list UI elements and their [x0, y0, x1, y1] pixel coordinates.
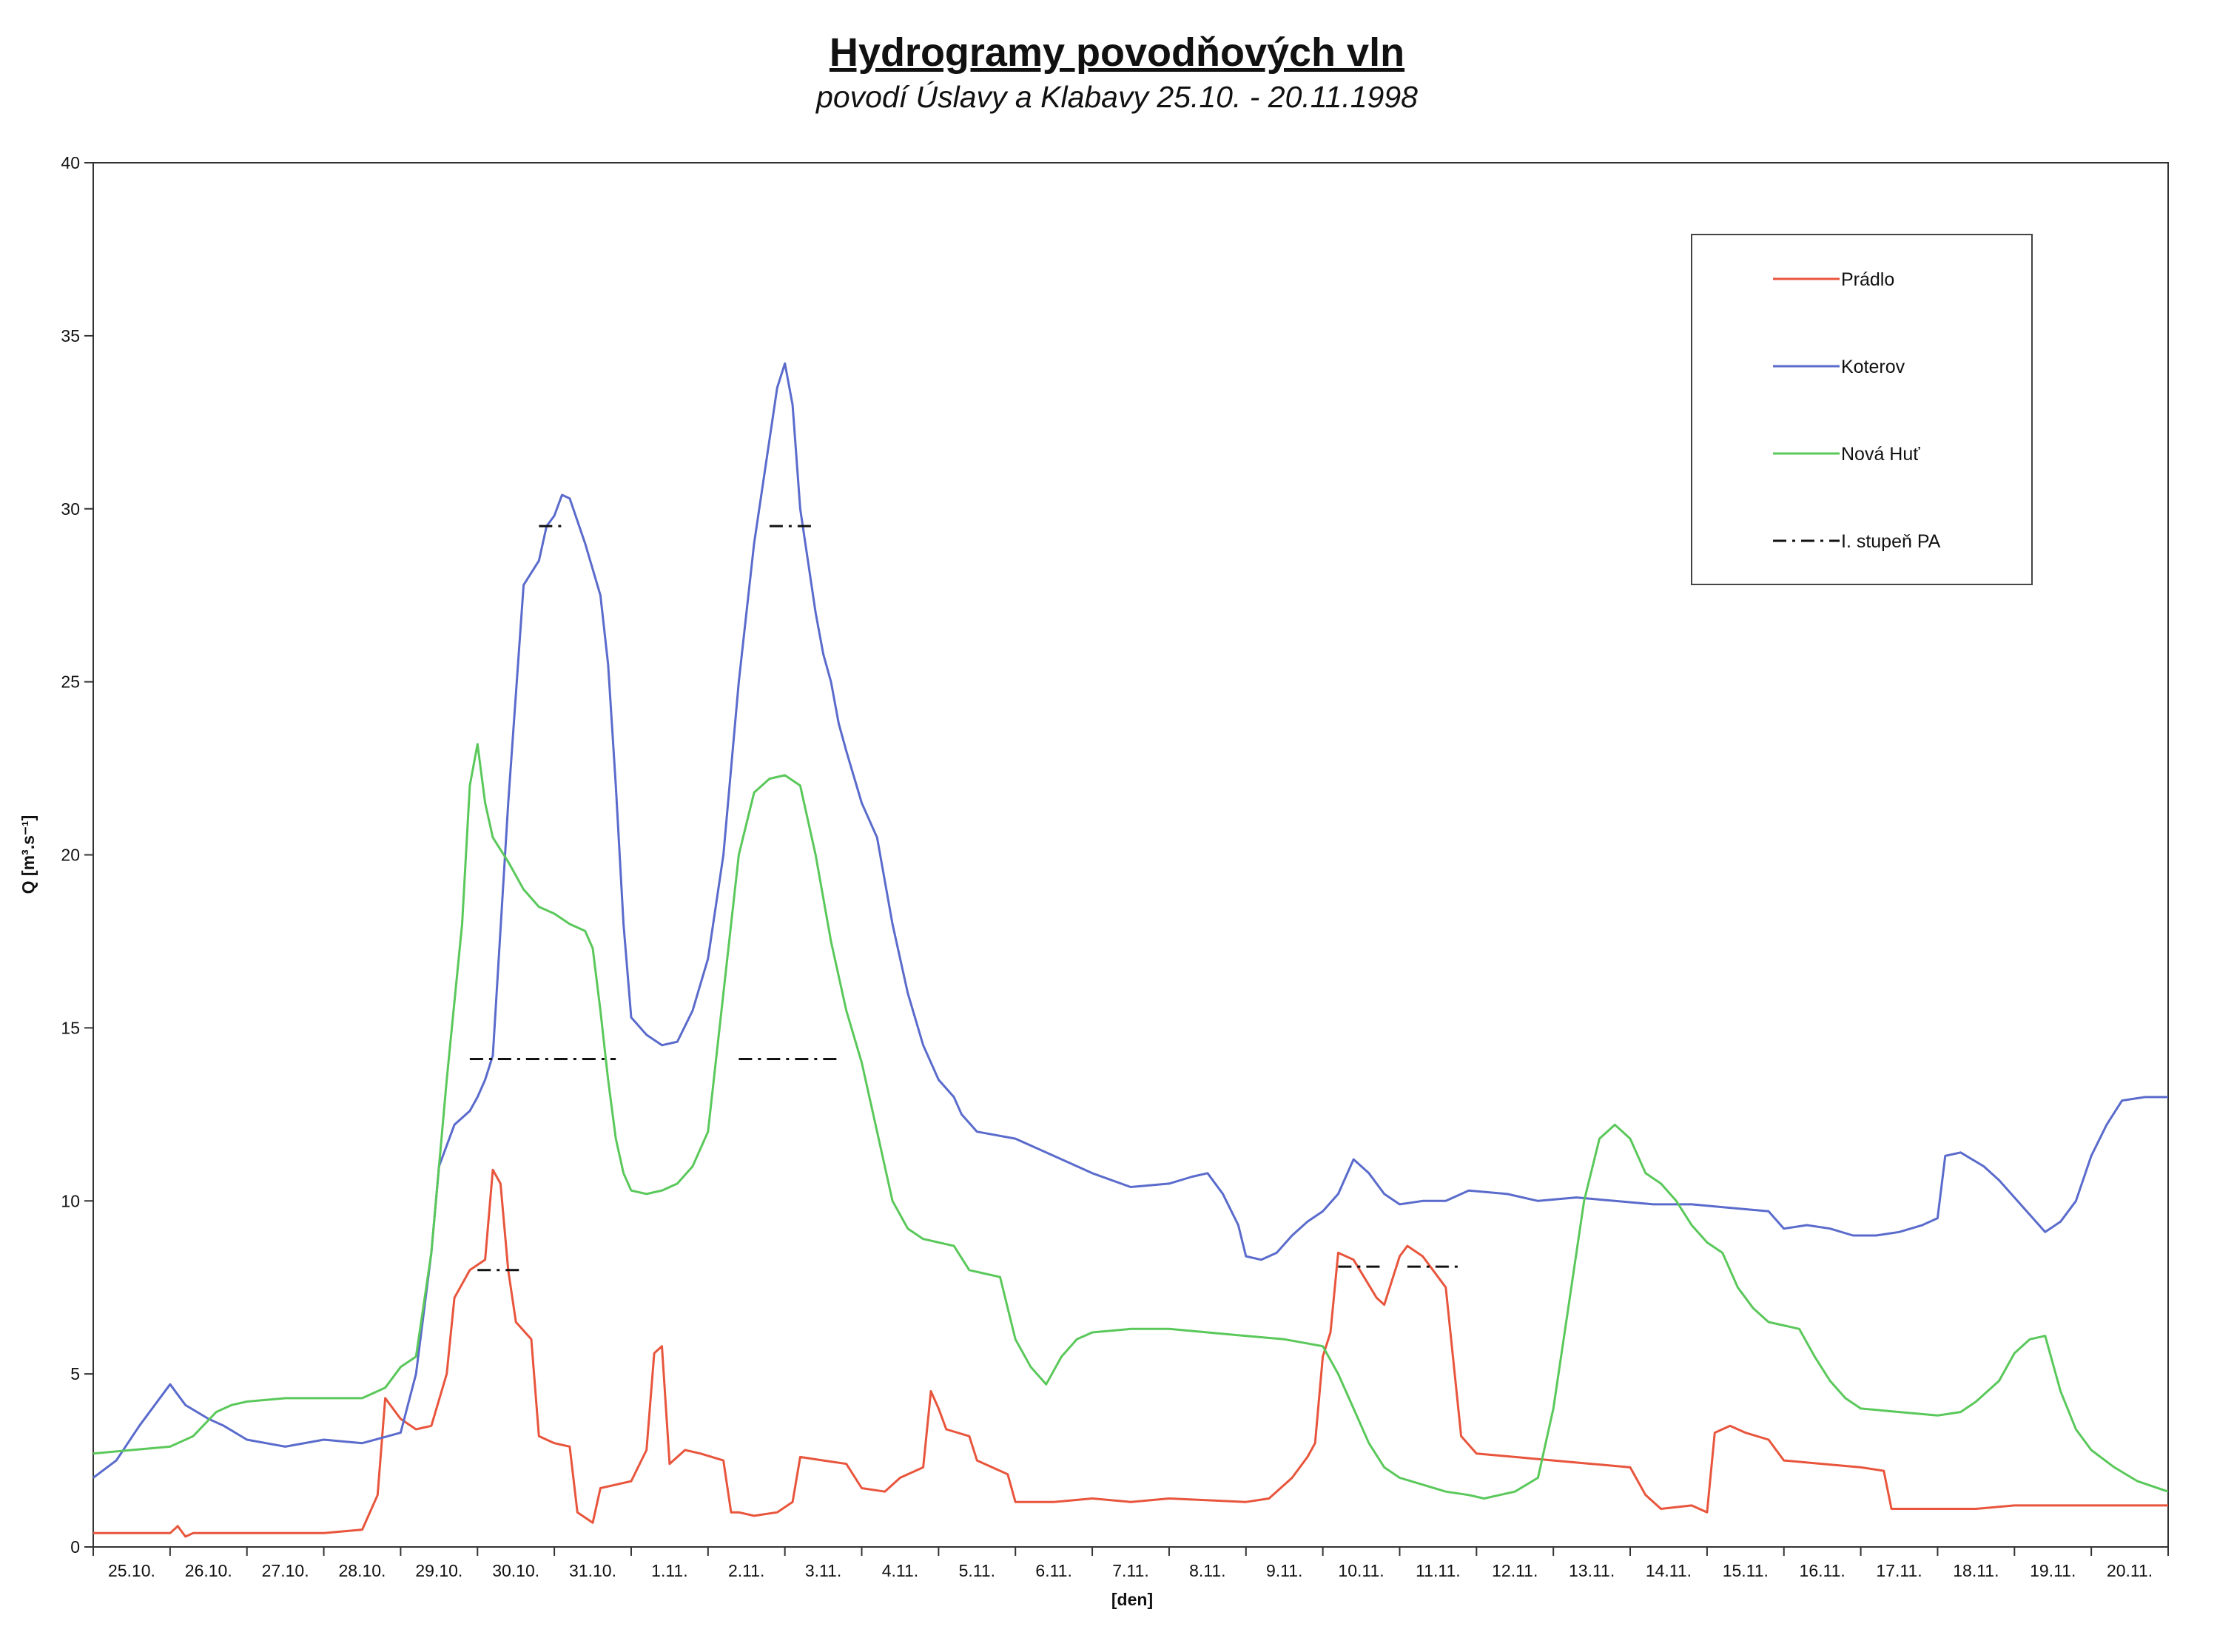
- x-tick-label: 16.11.: [1800, 1561, 1846, 1580]
- legend-label-nova-hut: Nová Huť: [1841, 444, 1920, 465]
- legend-label-koterov: Koterov: [1841, 357, 1905, 377]
- y-tick-label: 0: [70, 1537, 80, 1557]
- x-tick-label: 20.11.: [2107, 1561, 2153, 1580]
- x-tick-label: 29.10.: [415, 1561, 462, 1580]
- y-tick-label: 5: [70, 1364, 80, 1383]
- y-tick-label: 10: [61, 1191, 80, 1210]
- series-line-koterov: [92, 362, 2168, 1479]
- x-tick-label: 14.11.: [1646, 1561, 1692, 1580]
- x-tick-label: 11.11.: [1416, 1561, 1461, 1580]
- x-tick-label: 9.11.: [1266, 1561, 1302, 1580]
- chart-title: Hydrogramy povodňových vln: [829, 30, 1405, 75]
- y-axis: 0 5 10 15 20 25 30 35 40: [61, 153, 93, 1557]
- series-line-pradlo: [93, 1168, 2168, 1538]
- x-tick-label: 13.11.: [1569, 1561, 1615, 1580]
- x-tick-label: 15.11.: [1723, 1561, 1769, 1580]
- y-tick-label: 25: [61, 672, 80, 692]
- x-tick-label: 27.10.: [262, 1561, 309, 1580]
- x-tick-label: 19.11.: [2030, 1561, 2076, 1580]
- y-axis-title: Q [m³.s⁻¹]: [18, 815, 38, 894]
- x-axis: 25.10. 26.10. 27.10. 28.10. 29.10. 30.10. 31.1…: [92, 1547, 2169, 1580]
- x-tick-label: 2.11.: [728, 1561, 764, 1580]
- legend: Prádlo Koterov Nová Huť I. stupeň PA: [1691, 234, 2033, 585]
- chart-subtitle: povodí Úslavy a Klabavy 25.10. - 20.11.1…: [816, 80, 1418, 114]
- x-tick-label: 28.10.: [339, 1561, 386, 1580]
- x-tick-label: 6.11.: [1035, 1561, 1071, 1580]
- y-tick-label: 40: [61, 153, 80, 172]
- x-tick-label: 31.10.: [569, 1561, 616, 1580]
- x-tick-label: 5.11.: [959, 1561, 995, 1580]
- y-tick-label: 20: [61, 846, 80, 865]
- legend-label-threshold: I. stupeň PA: [1841, 531, 1941, 552]
- x-tick-label: 26.10.: [185, 1561, 232, 1580]
- x-tick-label: 4.11.: [882, 1561, 918, 1580]
- series-line-nova-hut: [92, 743, 2169, 1500]
- legend-label-pradlo: Prádlo: [1841, 269, 1894, 290]
- x-tick-label: 18.11.: [1953, 1561, 1999, 1580]
- x-tick-label: 12.11.: [1492, 1561, 1538, 1580]
- x-tick-label: 17.11.: [1876, 1561, 1922, 1580]
- legend-box: [1691, 234, 2033, 585]
- x-tick-label: 25.10.: [108, 1561, 155, 1580]
- x-axis-title: [den]: [1111, 1590, 1153, 1609]
- x-tick-label: 3.11.: [805, 1561, 841, 1580]
- series-layer: [92, 362, 2169, 1538]
- y-tick-label: 30: [61, 499, 80, 519]
- y-tick-label: 35: [61, 326, 80, 345]
- x-tick-label: 30.10.: [492, 1561, 539, 1580]
- x-tick-label: 7.11.: [1112, 1561, 1148, 1580]
- x-tick-label: 8.11.: [1189, 1561, 1225, 1580]
- y-tick-label: 15: [61, 1018, 80, 1037]
- x-tick-label: 1.11.: [651, 1561, 687, 1580]
- x-tick-label: 10.11.: [1338, 1561, 1384, 1580]
